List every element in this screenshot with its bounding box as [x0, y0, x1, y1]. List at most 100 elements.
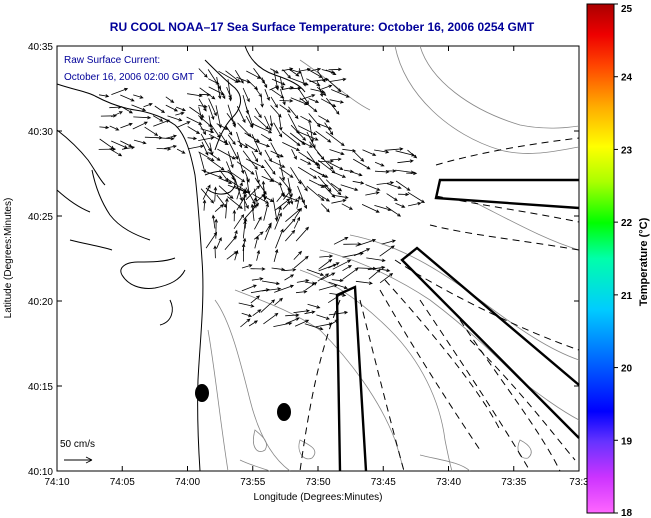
current-vector	[376, 181, 395, 185]
current-vector	[200, 188, 215, 204]
current-vector	[327, 161, 344, 170]
current-vector	[325, 179, 342, 196]
current-vector	[316, 80, 324, 98]
current-vector	[225, 125, 233, 136]
current-vector	[251, 151, 259, 163]
current-vector	[270, 178, 283, 186]
current-vector	[329, 319, 339, 326]
current-vector	[187, 93, 203, 98]
current-vector	[284, 274, 295, 281]
colorbar	[586, 3, 615, 514]
current-vector	[111, 87, 129, 95]
current-vector	[187, 136, 198, 141]
current-vector	[215, 105, 222, 129]
current-vector	[111, 111, 123, 118]
current-vector	[342, 148, 357, 153]
x-axis-label: Longitude (Degrees:Minutes)	[254, 492, 383, 503]
current-vector	[120, 122, 133, 129]
x-tick-label: 74:00	[175, 477, 200, 488]
current-vector	[254, 140, 271, 148]
current-vector	[330, 157, 342, 162]
current-vector	[224, 235, 237, 251]
current-vector	[279, 104, 291, 113]
current-vector	[218, 70, 239, 83]
current-vector	[366, 257, 386, 262]
current-vector	[216, 76, 222, 100]
current-vector	[293, 255, 309, 269]
current-vector	[287, 177, 293, 198]
current-vector	[395, 180, 411, 191]
current-vector	[289, 86, 302, 91]
current-vector	[252, 193, 270, 204]
current-vector	[253, 231, 264, 240]
current-vector	[198, 68, 208, 78]
current-vector	[328, 281, 348, 290]
marker-dot-2	[277, 403, 291, 421]
current-vector	[260, 299, 276, 313]
y-axis-label: Latitude (Degrees:Minutes)	[3, 198, 14, 319]
current-vector	[340, 184, 359, 191]
current-vector	[296, 279, 310, 283]
current-vector	[300, 67, 312, 72]
current-vector	[278, 167, 294, 178]
current-vector	[299, 94, 316, 101]
current-vector	[321, 69, 336, 74]
current-vector	[407, 191, 425, 203]
current-vector	[332, 194, 349, 199]
current-vector	[379, 245, 395, 257]
current-vector	[237, 140, 249, 149]
current-vector	[374, 149, 390, 154]
current-vector	[299, 179, 308, 192]
current-vector	[309, 77, 329, 83]
current-vector	[291, 78, 309, 86]
current-vector	[379, 273, 394, 284]
colorbar-tick-label: 18	[621, 508, 633, 518]
current-vector	[319, 254, 334, 258]
current-vector	[109, 125, 120, 131]
current-vector	[99, 125, 110, 130]
current-vector	[236, 161, 255, 175]
current-vector	[307, 303, 321, 309]
current-vector	[362, 149, 377, 156]
current-vector	[207, 157, 225, 171]
current-vector	[202, 184, 211, 200]
current-vector	[407, 149, 418, 159]
current-vector	[308, 98, 320, 103]
current-vector	[199, 87, 216, 100]
current-vector	[144, 126, 159, 136]
current-vector	[242, 220, 247, 239]
current-vector	[245, 115, 253, 129]
current-vector	[318, 115, 330, 123]
current-vector	[254, 115, 270, 130]
current-vector	[342, 265, 352, 272]
current-vector	[216, 123, 229, 130]
current-vector	[109, 105, 123, 109]
current-vector	[271, 267, 286, 272]
current-vector	[368, 269, 381, 280]
y-tick-label: 40:35	[28, 42, 53, 53]
channel-polygons	[335, 178, 580, 472]
current-vector	[264, 224, 272, 241]
current-vector	[208, 86, 225, 96]
current-vector	[133, 94, 144, 99]
current-vector	[327, 292, 345, 304]
current-vector	[242, 197, 249, 210]
legend-line-1: Raw Surface Current:	[64, 55, 160, 66]
current-vector	[320, 98, 337, 108]
current-vector	[198, 98, 207, 112]
x-tick-label: 73:3	[569, 477, 589, 488]
current-vector	[306, 151, 321, 170]
current-vector	[241, 312, 253, 318]
current-vector	[333, 236, 349, 245]
current-vector	[176, 121, 191, 128]
current-vector	[109, 148, 123, 157]
colorbar-ticks: 25 24 23 22 21 20 19 18	[614, 3, 633, 518]
current-vector	[214, 203, 224, 213]
current-vector	[236, 182, 243, 200]
current-vector	[269, 115, 274, 128]
current-vector	[219, 177, 233, 184]
current-vector	[355, 238, 377, 247]
current-vector	[381, 239, 397, 245]
current-vector	[352, 158, 371, 170]
current-vector	[211, 214, 216, 229]
